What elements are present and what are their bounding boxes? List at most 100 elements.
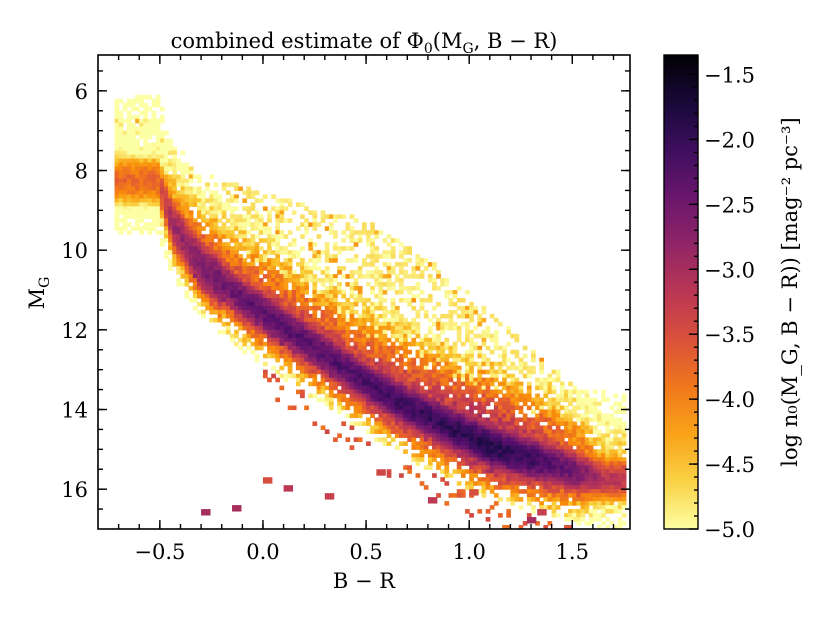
heatmap-cell (295, 337, 301, 343)
heatmap-cell (271, 274, 276, 279)
heatmap-cell (213, 290, 219, 295)
heatmap-cell (114, 146, 120, 152)
heatmap-cell (238, 186, 243, 192)
heatmap-cell (568, 489, 573, 494)
heatmap-cell (514, 353, 520, 359)
heatmap-cell (147, 198, 153, 203)
heatmap-cell (316, 333, 322, 339)
heatmap-cell (378, 321, 384, 327)
heatmap-cell (192, 174, 198, 180)
heatmap-cell (621, 429, 627, 434)
heatmap-cell (440, 377, 446, 383)
heatmap-cell (543, 425, 549, 431)
heatmap-cell (366, 305, 371, 311)
heatmap-cell (460, 437, 466, 442)
heatmap-cell (118, 230, 124, 235)
heatmap-cell (262, 333, 268, 339)
heatmap-cell (221, 270, 227, 275)
heatmap-cell (526, 473, 532, 478)
heatmap-cell (258, 258, 264, 263)
heatmap-cell (588, 445, 594, 450)
heatmap-cell (168, 138, 173, 144)
heatmap-cell (473, 325, 479, 331)
heatmap-cell (139, 94, 144, 100)
heatmap-cell (580, 501, 586, 506)
colorbar-tick-label: −4.0 (704, 388, 755, 412)
heatmap-cell (312, 274, 318, 279)
heatmap-cell (353, 258, 359, 263)
heatmap-cell (205, 293, 210, 299)
heatmap-cell (262, 361, 268, 367)
heatmap-cell (366, 357, 371, 363)
heatmap-cell (341, 405, 347, 411)
heatmap-cell (440, 349, 446, 355)
heatmap-cell (353, 254, 359, 259)
heatmap-cell (551, 465, 557, 470)
heatmap-cell (300, 341, 305, 347)
heatmap-cell (242, 337, 248, 343)
heatmap-cell (201, 246, 206, 251)
heatmap-cell (234, 270, 239, 275)
heatmap-cell (242, 190, 248, 196)
colorbar-ticks: −1.5−2.0−2.5−3.0−3.5−4.0−4.5−5.0 (689, 60, 755, 542)
heatmap-cell (353, 353, 359, 359)
heatmap-cell (229, 297, 235, 303)
heatmap-cell (394, 365, 400, 371)
heatmap-cell (341, 317, 347, 323)
heatmap-cell (543, 525, 549, 529)
heatmap-cell (275, 293, 281, 299)
heatmap-cell (229, 286, 235, 291)
heatmap-cell (522, 401, 528, 407)
heatmap-cell (539, 457, 544, 462)
heatmap-cell (617, 477, 623, 482)
heatmap-cell (514, 377, 520, 383)
heatmap-cell (312, 293, 318, 299)
heatmap-cell (535, 421, 540, 427)
heatmap-cell (250, 321, 256, 327)
heatmap-cell (242, 290, 248, 295)
heatmap-cell (514, 477, 520, 482)
heatmap-cell (539, 461, 544, 466)
heatmap-cell (357, 389, 363, 395)
heatmap-cell (390, 345, 396, 351)
heatmap-cell (469, 369, 474, 375)
heatmap-cell (514, 337, 520, 343)
heatmap-cell (485, 461, 491, 466)
heatmap-cell (535, 481, 540, 486)
heatmap-cell (427, 461, 433, 466)
heatmap-cell (287, 361, 293, 367)
heatmap-cell (279, 305, 285, 311)
heatmap-cell (135, 118, 140, 124)
heatmap-cell (469, 329, 474, 335)
heatmap-cell (419, 270, 425, 275)
heatmap-cell (526, 373, 532, 379)
heatmap-cell (324, 401, 330, 407)
heatmap-cell (378, 413, 384, 419)
heatmap-cell (407, 389, 413, 395)
heatmap-cell (584, 453, 590, 458)
heatmap-cell (271, 317, 276, 323)
heatmap-cell (357, 286, 363, 291)
heatmap-cell (526, 425, 532, 431)
heatmap-cell (114, 98, 120, 104)
heatmap-cell (469, 441, 474, 446)
heatmap-cell (460, 413, 466, 419)
heatmap-cell (324, 246, 330, 251)
heatmap-cell (225, 250, 231, 255)
heatmap-cell (485, 429, 491, 434)
heatmap-cell (143, 114, 149, 120)
heatmap-cell (514, 421, 520, 427)
heatmap-cell (568, 501, 573, 506)
heatmap-cell (485, 481, 491, 486)
heatmap-cell (518, 497, 524, 502)
heatmap-cell (196, 178, 202, 184)
heatmap-cell (564, 453, 569, 458)
heatmap-cell (201, 274, 206, 279)
heatmap-cell (489, 397, 495, 403)
heatmap-cell (510, 437, 516, 442)
heatmap-cell (609, 445, 615, 450)
heatmap-cell (531, 349, 536, 355)
heatmap-cell (588, 477, 594, 482)
heatmap-cell (378, 345, 384, 351)
heatmap-cell (440, 278, 446, 283)
